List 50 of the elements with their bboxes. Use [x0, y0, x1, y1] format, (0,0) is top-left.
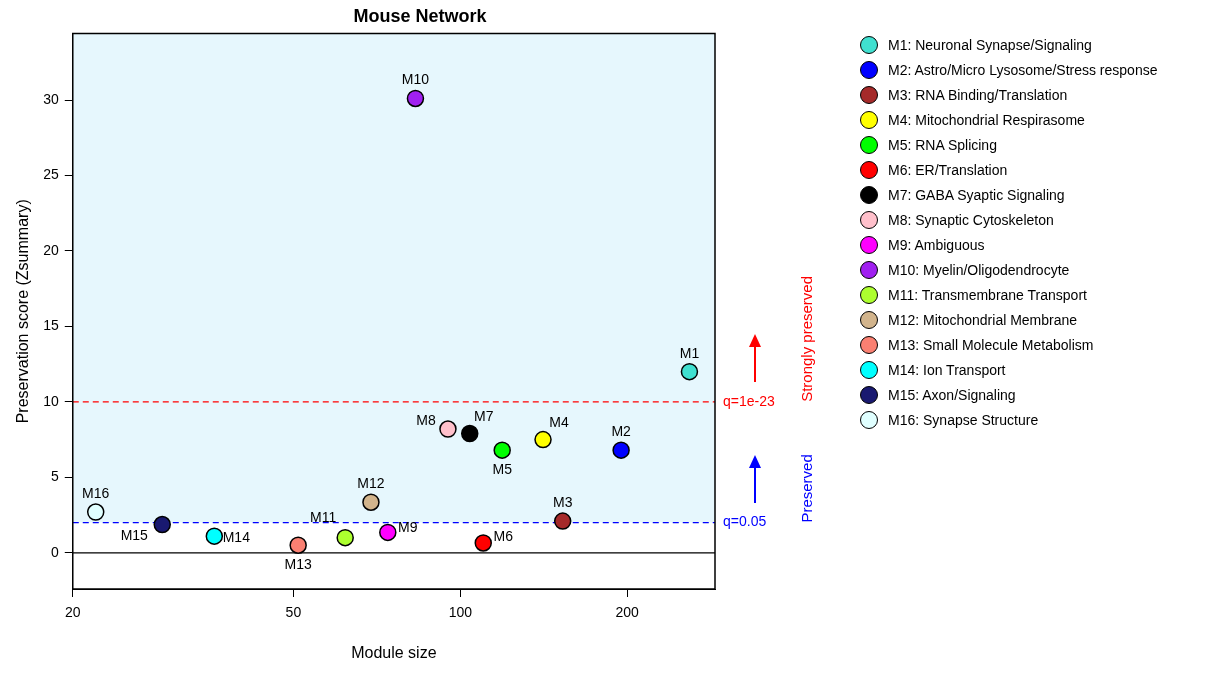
legend-label: M5: RNA Splicing [888, 136, 997, 153]
legend-label: M16: Synapse Structure [888, 411, 1039, 428]
legend-label: M10: Myelin/Oligodendrocyte [888, 261, 1070, 278]
text: q=1e-23 [723, 392, 775, 409]
legend-label: M11: Transmembrane Transport [888, 286, 1087, 303]
x-tick-label: 50 [285, 604, 302, 621]
y-tick-label: 5 [50, 468, 59, 485]
annotation: M8 [416, 411, 436, 428]
legend-label: M12: Mitochondrial Membrane [888, 311, 1078, 328]
legend-label: M3: RNA Binding/Translation [888, 86, 1068, 103]
y-axis-title: Preservation score (Zsummary) [14, 199, 32, 424]
x-tick-label: 200 [615, 604, 640, 621]
legend-label: M1: Neuronal Synapse/Signaling [888, 36, 1092, 53]
annotation: M13 [284, 556, 312, 573]
y-tick-label: 25 [43, 166, 59, 183]
legend-label: M8: Synaptic Cytoskeleton [888, 211, 1054, 228]
annotation: M9 [398, 519, 418, 536]
x-tick-label: 100 [448, 604, 473, 621]
text: Preserved [798, 454, 816, 523]
text: Strongly preserved [798, 275, 816, 402]
y-tick-label: 0 [50, 543, 59, 560]
annotation: M12 [357, 475, 385, 492]
legend-label: M14: Ion Transport [888, 361, 1006, 378]
chart-title: Mouse Network [353, 5, 488, 26]
annotation: M15 [120, 527, 149, 544]
annotation: M4 [549, 414, 569, 431]
y-tick-label: 10 [43, 392, 59, 409]
annotation: M14 [222, 529, 251, 546]
legend-label: M9: Ambiguous [888, 236, 985, 253]
annotation: M2 [611, 423, 632, 440]
annotation: M7 [474, 408, 494, 425]
legend-label: M4: Mitochondrial Respirasome [888, 111, 1085, 128]
annotation: M10 [401, 71, 430, 88]
legend-label: M7: GABA Syaptic Signaling [888, 186, 1065, 203]
annotation: M5 [492, 461, 513, 478]
annotation: M1 [679, 344, 700, 361]
legend-label: M15: Axon/Signaling [888, 386, 1016, 403]
y-tick-label: 15 [43, 317, 59, 334]
annotation: M11 [310, 508, 337, 525]
x-axis-title: Module size [351, 643, 437, 661]
annotation: M6 [493, 527, 514, 544]
y-tick-label: 20 [43, 241, 59, 258]
legend-label: M13: Small Molecule Metabolism [888, 336, 1094, 353]
legend-label: M6: ER/Translation [888, 161, 1008, 178]
y-tick-label: 30 [43, 90, 59, 107]
x-tick-label: 20 [64, 604, 81, 621]
annotation: M16 [82, 484, 110, 501]
legend-label: M2: Astro/Micro Lysosome/Stress response [888, 61, 1158, 78]
annotation: M3 [552, 493, 573, 510]
text: q=0.05 [723, 513, 767, 530]
